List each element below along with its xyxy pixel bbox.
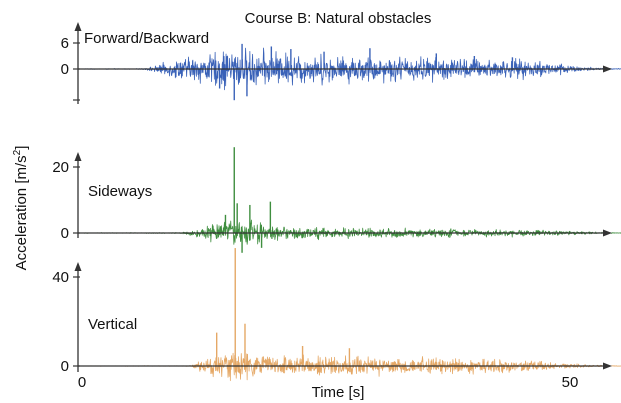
x-axis-arrow-1: [603, 229, 612, 237]
series-line-0: [81, 47, 621, 91]
y-tick-label-top-1: 20: [52, 159, 69, 176]
series-label-0: Forward/Backward: [84, 30, 209, 47]
y-axis-arrow-0: [74, 22, 82, 31]
series-line-1: [81, 219, 621, 245]
y-tick-label-zero-1: 0: [61, 225, 69, 242]
x-axis-title: Time [s]: [312, 384, 365, 401]
y-axis-arrow-1: [74, 152, 82, 161]
y-tick-label-top-2: 40: [52, 269, 69, 286]
chart-title: Course B: Natural obstacles: [245, 10, 432, 27]
y-axis-arrow-2: [74, 262, 82, 271]
series-label-2: Vertical: [88, 316, 137, 333]
panels: 6 0 Forward/Backward 20 0 Sideways 40 0 Vertical: [52, 22, 621, 382]
series-label-1: Sideways: [88, 183, 152, 200]
y-axis-title-base: Acceleration [m/s: [13, 155, 30, 270]
y-axis-title: Acceleration [m/s2]: [12, 146, 30, 271]
panel-forward-backward: 6 0 Forward/Backward: [61, 22, 621, 104]
y-tick-label-top-0: 6: [61, 35, 69, 52]
x-tick-label-50: 50: [562, 374, 579, 391]
panel-sideways: 20 0 Sideways: [52, 147, 621, 253]
x-axis-arrow-2: [603, 362, 612, 370]
y-axis-title-end: ]: [13, 146, 30, 150]
y-axis-title-sup: 2: [12, 149, 23, 155]
y-tick-label-zero-2: 0: [61, 358, 69, 375]
y-tick-label-zero-0: 0: [61, 61, 69, 78]
x-axis-arrow-0: [603, 65, 612, 73]
series-line-2: [81, 352, 621, 382]
panel-vertical: 40 0 Vertical: [52, 248, 621, 382]
x-tick-label-0: 0: [78, 374, 86, 391]
